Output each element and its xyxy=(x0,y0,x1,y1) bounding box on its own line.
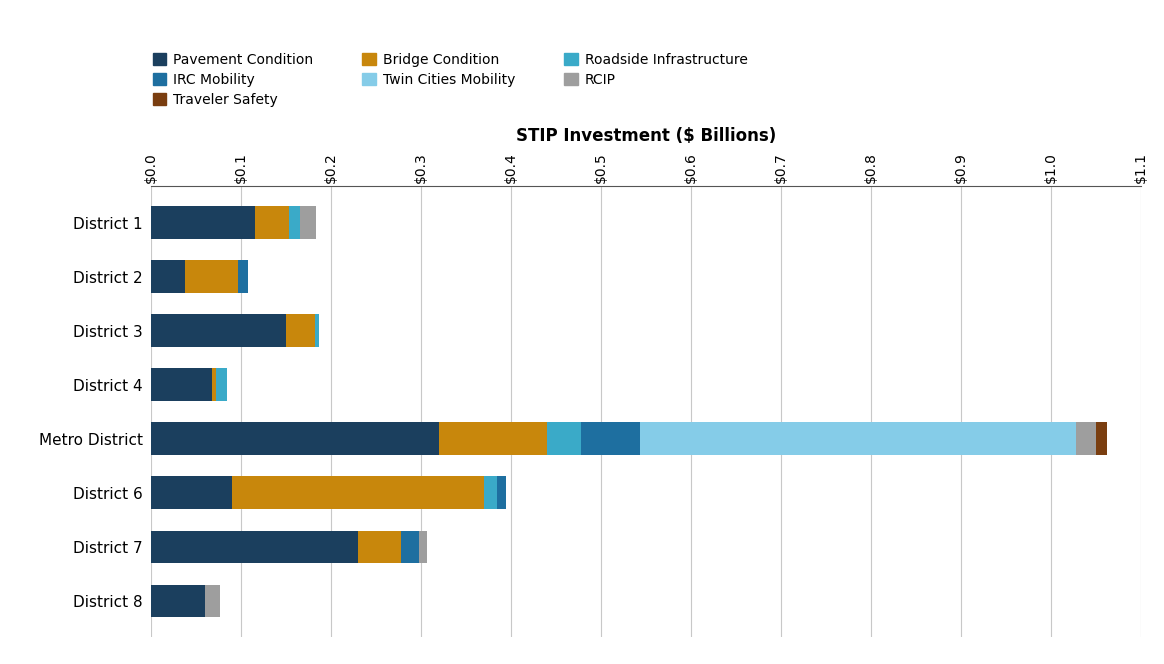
Bar xyxy=(233,477,484,509)
Bar xyxy=(484,477,497,509)
Bar xyxy=(151,260,185,293)
Bar xyxy=(315,315,319,347)
Bar xyxy=(151,369,213,401)
Bar xyxy=(419,531,426,563)
X-axis label: STIP Investment ($ Billions): STIP Investment ($ Billions) xyxy=(516,127,776,145)
Bar xyxy=(213,369,217,401)
Bar xyxy=(581,422,640,455)
Bar xyxy=(497,477,505,509)
Bar xyxy=(289,207,300,239)
Bar xyxy=(300,207,315,239)
Bar xyxy=(151,207,255,239)
Bar xyxy=(151,315,286,347)
Bar xyxy=(237,260,248,293)
Bar xyxy=(1095,422,1107,455)
Bar xyxy=(547,422,581,455)
Bar xyxy=(255,207,289,239)
Bar xyxy=(151,422,439,455)
Bar xyxy=(151,477,233,509)
Bar xyxy=(402,531,419,563)
Bar xyxy=(286,315,315,347)
Bar xyxy=(185,260,237,293)
Bar xyxy=(217,369,227,401)
Bar xyxy=(151,584,205,617)
Bar xyxy=(205,584,220,617)
Legend: Pavement Condition, IRC Mobility, Traveler Safety, Bridge Condition, Twin Cities: Pavement Condition, IRC Mobility, Travel… xyxy=(148,48,752,111)
Bar xyxy=(151,531,359,563)
Bar xyxy=(439,422,547,455)
Bar xyxy=(359,531,402,563)
Bar xyxy=(1076,422,1095,455)
Bar xyxy=(640,422,1076,455)
